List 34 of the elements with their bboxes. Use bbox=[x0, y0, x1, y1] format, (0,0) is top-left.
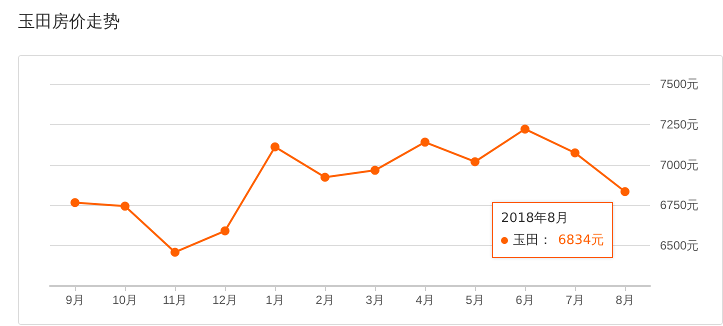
chart-title: 玉田房价走势 bbox=[18, 11, 120, 33]
x-tick-label: 7月 bbox=[566, 293, 584, 307]
y-tick-label: 7250元 bbox=[660, 117, 699, 132]
y-tick-label: 7500元 bbox=[660, 77, 699, 91]
point bbox=[70, 198, 80, 208]
annotation: 6834元 bbox=[558, 232, 604, 248]
x-tick-label: 8月 bbox=[616, 293, 634, 307]
x-tick-label: 3月 bbox=[366, 293, 384, 307]
tooltip-box: 2018年8月 玉田： 6834元 bbox=[492, 202, 614, 258]
point bbox=[520, 124, 530, 134]
x-tick-label: 11月 bbox=[162, 293, 188, 307]
annotation: 玉田： bbox=[513, 232, 552, 248]
x-tick-label: 4月 bbox=[416, 293, 434, 307]
point bbox=[570, 148, 580, 158]
x-tick-label: 12月 bbox=[212, 293, 238, 307]
x-tick-label: 5月 bbox=[466, 293, 484, 307]
x-tick-label: 1月 bbox=[266, 293, 284, 307]
point bbox=[470, 157, 480, 166]
point bbox=[320, 172, 330, 182]
point bbox=[120, 202, 130, 211]
annotation: 2018年8月 bbox=[501, 210, 570, 228]
point bbox=[420, 138, 430, 147]
x-tick-label: 6月 bbox=[516, 293, 534, 307]
y-tick-label: 6750元 bbox=[660, 198, 699, 212]
y-tick-label: 6500元 bbox=[660, 238, 699, 253]
point bbox=[170, 248, 180, 257]
point bbox=[270, 142, 280, 152]
x-tick-label: 2月 bbox=[316, 293, 334, 307]
point bbox=[220, 226, 230, 236]
x-tick-label: 9月 bbox=[66, 293, 84, 307]
y-tick-label: 7000元 bbox=[660, 158, 699, 172]
x-tick-label: 10月 bbox=[112, 293, 138, 307]
point bbox=[620, 187, 630, 196]
point bbox=[370, 166, 380, 175]
